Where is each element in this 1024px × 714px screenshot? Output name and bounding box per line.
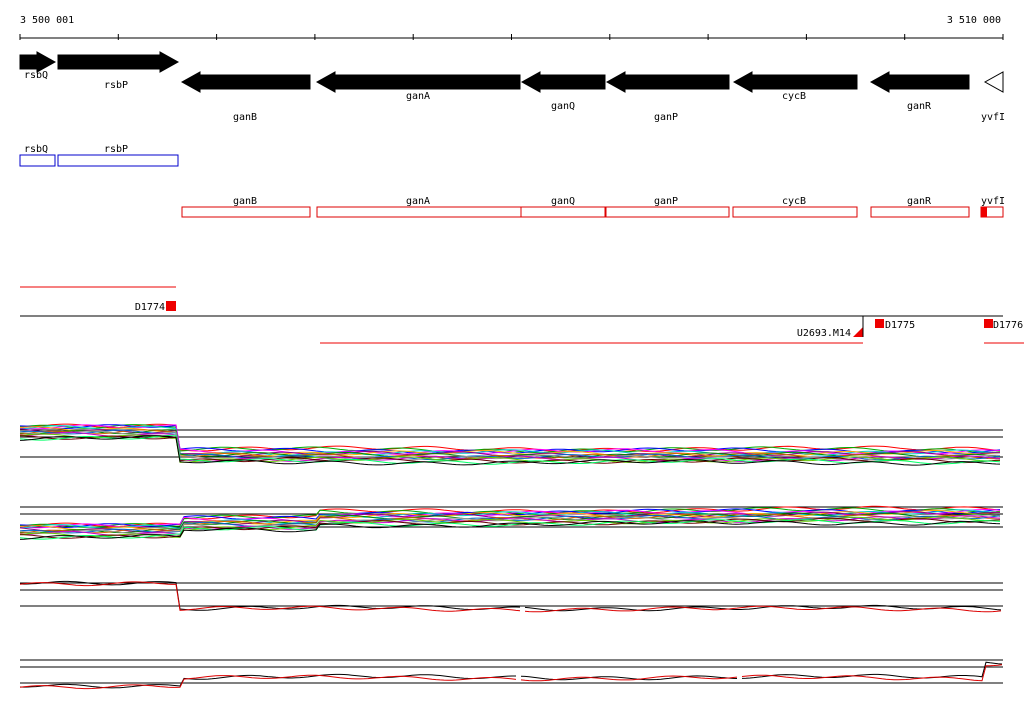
gene-label: rsbQ [24,70,48,81]
annotation-box [19,154,56,167]
expression-curve [19,514,1001,535]
annotation-box [181,206,311,218]
gene-arrow [983,71,1004,93]
expression-curve [19,435,1001,466]
gene-arrow [19,51,57,73]
probe-mark [875,319,884,328]
annotation-label: ganQ [551,196,575,207]
probe-label: D1776 [993,320,1023,331]
gene-arrow [180,71,311,93]
annotation-label: ganA [406,196,430,207]
expression-curve [19,423,1001,452]
probe-mark [853,327,863,337]
probe-mark [984,319,993,328]
probe-mark [166,301,176,311]
annotation-box [57,154,179,167]
gene-label: ganA [406,91,430,102]
gene-label: rsbP [104,80,128,91]
annotation-box [520,206,606,218]
gene-arrow [315,71,521,93]
expression-curve [19,507,1001,528]
expression-curve [19,674,517,690]
gene-label: ganP [654,112,678,123]
annotation-box [605,206,730,218]
ruler-end: 3 510 000 [947,15,1001,26]
expression-curve [19,424,1001,454]
expression-curve [524,605,1002,613]
expression-curve [19,581,521,612]
gene-arrow [869,71,970,93]
ruler-start: 3 500 001 [20,15,74,26]
gene-arrow [57,51,180,73]
expression-curve [19,430,1001,462]
annotation-label: cycB [782,196,806,207]
gene-arrow [605,71,730,93]
expression-curve [19,434,1001,465]
annotation-label: yvfI [981,196,1005,207]
gene-label: cycB [782,91,806,102]
expression-curve [19,426,1001,457]
gene-arrow [520,71,606,93]
annotation-box [316,206,522,218]
annotation-box [732,206,858,218]
gene-label: yvfI [981,112,1005,123]
gene-label: ganR [907,101,932,112]
annotation-label: rsbP [104,144,128,155]
probe-label: D1774 [135,302,165,313]
gene-label: ganQ [551,101,575,112]
annotation-label: rsbQ [24,144,48,155]
annotation-label: ganB [233,196,257,207]
gene-label: ganB [233,112,257,123]
expression-curve [19,424,1001,454]
expression-curve [520,675,738,682]
expression-curve [19,519,1001,540]
annotation-box [870,206,970,218]
gene-arrow [732,71,858,93]
expression-curve [19,520,1001,540]
expression-curve [19,673,516,689]
probe-label: D1775 [885,320,915,331]
annotation-label: ganR [907,196,932,207]
expression-curve [741,661,1003,679]
annotation-fill [981,207,987,217]
probe-label: U2693.M14 [797,328,851,339]
expression-curve [741,664,1003,682]
annotation-label: ganP [654,196,678,207]
